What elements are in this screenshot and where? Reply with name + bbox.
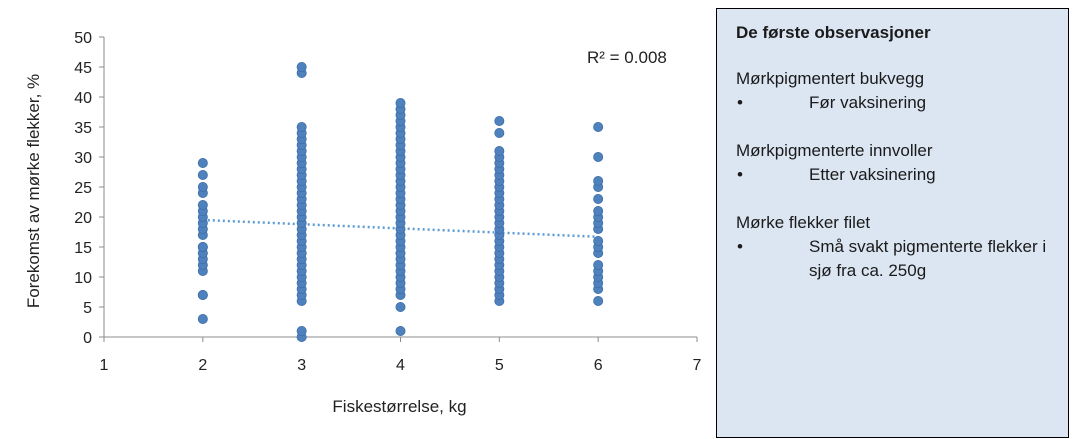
observation-group-filet: Mørke flekker filet • Små svakt pigmente… xyxy=(736,211,1068,283)
data-points xyxy=(197,62,604,342)
data-point xyxy=(593,122,604,133)
observation-bullet-text: Før vaksinering xyxy=(809,93,927,112)
data-point xyxy=(593,259,604,270)
x-axis-title: Fiskestørrelse, kg xyxy=(332,397,466,416)
data-point xyxy=(197,313,208,324)
y-tick-label: 20 xyxy=(74,210,92,227)
observation-heading: Mørkpigmenterte innvoller xyxy=(736,141,933,160)
data-point xyxy=(296,62,307,73)
data-point xyxy=(593,295,604,306)
observations-title: De første observasjoner xyxy=(736,23,931,42)
x-tick-labels: 1 2 3 4 5 6 7 xyxy=(100,357,702,374)
x-tick-label: 7 xyxy=(693,357,702,374)
data-point xyxy=(395,98,406,109)
x-tick-label: 4 xyxy=(396,357,405,374)
x-tick-label: 3 xyxy=(297,357,306,374)
observation-bullet-row: • Før vaksinering xyxy=(736,91,1068,115)
bullet-icon: • xyxy=(737,165,743,184)
data-point xyxy=(197,199,208,210)
data-point xyxy=(593,175,604,186)
y-tick-label: 10 xyxy=(74,270,92,287)
x-tick-label: 6 xyxy=(594,357,603,374)
observation-bullet-row: • Etter vaksinering xyxy=(736,163,1068,187)
chart-axes xyxy=(99,36,698,342)
y-tick-label: 50 xyxy=(74,30,92,47)
y-axis-title: Forekomst av mørke flekker, % xyxy=(24,74,43,308)
y-tick-label: 0 xyxy=(83,330,92,347)
data-point xyxy=(197,169,208,180)
observation-bullet-text: Små svakt pigmenterte flekker i sjø fra … xyxy=(809,237,1047,280)
data-point xyxy=(593,235,604,246)
y-tick-label: 35 xyxy=(74,120,92,137)
data-point xyxy=(593,205,604,216)
bullet-icon: • xyxy=(737,93,743,112)
x-tick-label: 2 xyxy=(198,357,207,374)
observation-group-bukvegg: Mørkpigmentert bukvegg • Før vaksinering xyxy=(736,67,1068,115)
observation-heading: Mørkpigmentert bukvegg xyxy=(736,69,925,88)
data-point xyxy=(494,116,505,127)
data-point xyxy=(296,122,307,133)
data-point xyxy=(494,145,505,156)
y-tick-label: 30 xyxy=(74,150,92,167)
data-point xyxy=(197,181,208,192)
data-point xyxy=(296,325,307,336)
observation-group-innvoller: Mørkpigmenterte innvoller • Etter vaksin… xyxy=(736,139,1068,187)
data-point xyxy=(593,151,604,162)
data-point xyxy=(197,289,208,300)
x-tick-label: 5 xyxy=(495,357,504,374)
y-tick-label: 5 xyxy=(83,300,92,317)
data-point xyxy=(197,241,208,252)
data-point xyxy=(197,157,208,168)
y-tick-label: 40 xyxy=(74,90,92,107)
data-point xyxy=(494,127,505,138)
y-tick-label: 45 xyxy=(74,60,92,77)
data-point xyxy=(395,301,406,312)
data-point xyxy=(395,325,406,336)
x-tick-label: 1 xyxy=(100,357,109,374)
data-point xyxy=(593,193,604,204)
trendline xyxy=(202,218,599,239)
y-tick-labels: 0 5 10 15 20 25 30 35 40 45 50 xyxy=(74,30,92,347)
observation-bullet-row: • Små svakt pigmenterte flekker i sjø fr… xyxy=(736,235,1068,283)
observation-heading: Mørke flekker filet xyxy=(736,213,871,232)
y-tick-label: 15 xyxy=(74,240,92,257)
observations-box: De første observasjoner Mørkpigmentert b… xyxy=(716,8,1069,438)
bullet-icon: • xyxy=(737,237,743,256)
observation-bullet-text: Etter vaksinering xyxy=(809,165,936,184)
r2-label: R² = 0.008 xyxy=(587,48,667,67)
y-tick-label: 25 xyxy=(74,180,92,197)
